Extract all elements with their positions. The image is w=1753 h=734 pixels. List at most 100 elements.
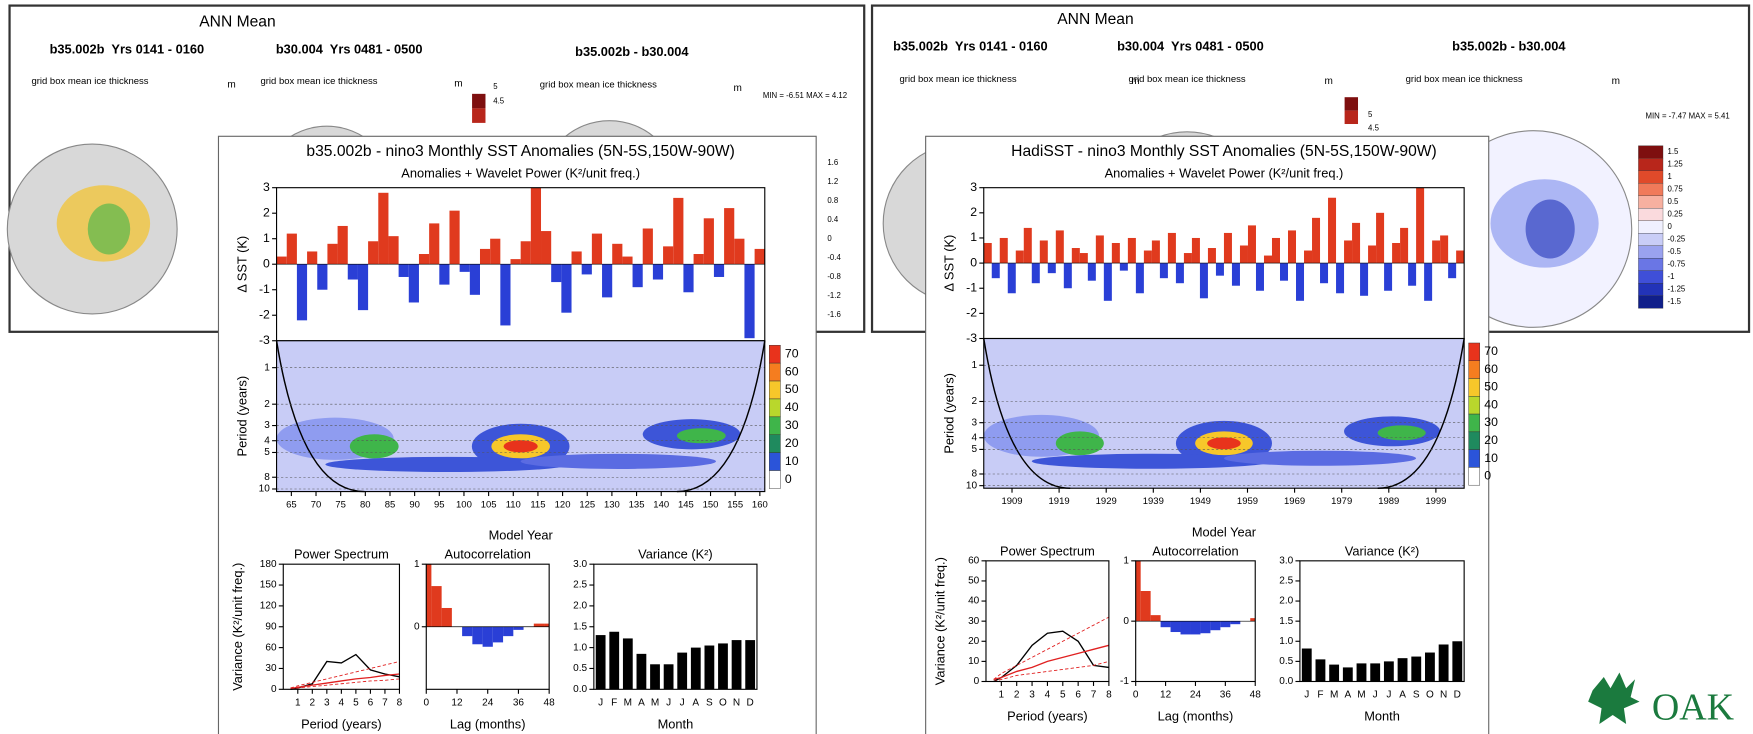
map-header: b30.004 Yrs 0481 - 0500 [276,42,423,57]
autocorrelation-band [1150,615,1161,622]
colorbar-label: 0.25 [1667,210,1683,219]
x-axis-label: Period (years) [1007,709,1088,724]
y-tick-label: 180 [260,559,277,570]
map-label: grid box mean ice thickness [1406,74,1523,85]
map-unit: m [227,80,235,91]
anomaly-bar [1007,263,1016,294]
x-axis-label: Month [1364,709,1400,724]
colorbar-swatch [769,362,781,382]
colorbar-label: 0.75 [1667,185,1683,194]
anomaly-bar [530,187,542,265]
autocorrelation-band [431,586,442,627]
autocorrelation-band [1220,621,1231,628]
colorbar-label: -1.6 [827,310,840,319]
x-tick-label: 2 [310,697,316,708]
variance-bar [1425,652,1435,682]
x-tick-label: 8 [1106,690,1112,701]
autocorrelation-band [1210,621,1221,631]
anomaly-bar [1368,245,1377,264]
anomaly-bar [1055,230,1064,264]
colorbar-label: 10 [1484,451,1498,465]
x-axis-label: Period (years) [301,716,382,731]
y-tick-label: 0.5 [1279,656,1293,667]
anomaly-bar [1103,263,1112,301]
variance-bar [718,643,728,690]
autocorrelation-band [1180,621,1191,635]
x-tick-label: S [1413,690,1420,701]
y-tick-label: 0 [1123,616,1129,627]
anomaly-bar [612,243,623,265]
colorbar-swatch [1638,258,1664,271]
x-tick-label: 140 [653,499,669,510]
colorbar-label: 1.2 [827,177,838,186]
anomaly-bar [1448,263,1457,279]
x-tick-label: 75 [335,499,346,510]
anomaly-bar [1376,212,1385,264]
anomaly-bar [1400,227,1409,264]
y-tick-label: 1.5 [573,621,587,632]
anomaly-bar [663,246,674,265]
x-tick-label: 1 [999,690,1005,701]
y-tick-label: 4 [971,432,977,443]
anomaly-bar [1279,263,1289,281]
anomaly-bar [673,197,684,265]
anomaly-bar [1360,263,1369,296]
x-tick-label: 24 [482,697,494,708]
anomaly-bar [622,256,633,265]
y-tick-label: -2 [259,307,270,321]
anomaly-bar [347,264,358,280]
map-unit: m [1131,76,1139,87]
y-tick-label: 0 [263,256,270,270]
x-tick-label: 3 [1029,690,1035,701]
colorbar-swatch [1638,195,1664,209]
map-header: b35.002b - b30.004 [1452,38,1566,53]
chart-title: b35.002b - nino3 Monthly SST Anomalies (… [306,143,734,160]
anomaly-bar [1151,240,1160,264]
y-tick-label: 3 [264,420,270,431]
anomaly-bar [1159,263,1168,279]
anomaly-bar [357,264,369,311]
y-tick-label: 2 [264,399,270,410]
chart-subtitle: Anomalies + Wavelet Power (K²/unit freq.… [401,166,640,181]
anomaly-bar [1071,248,1080,264]
colorbar-swatch [472,108,486,123]
anomaly-bar [1023,227,1032,264]
anomaly-bar [479,248,491,265]
spectrum-line [290,661,400,689]
autocorrelation-band [1230,621,1241,625]
anomaly-bar [408,264,419,303]
anomaly-bar [1424,263,1433,301]
anomaly-bar [1456,250,1465,264]
anomaly-bar [276,256,287,265]
x-tick-label: 48 [544,697,556,708]
colorbar-label: 50 [1484,380,1498,394]
plot-frame [276,340,766,493]
wavelet-power [1031,453,1272,469]
x-tick-label: 12 [451,697,463,708]
x-tick-label: O [719,697,727,708]
anomaly-bar [652,264,664,280]
x-tick-label: 2 [1014,690,1020,701]
chart-title: Power Spectrum [1000,543,1095,558]
autocorrelation-band [426,564,432,627]
y-axis-label: Δ SST (K) [234,236,249,293]
colorbar-label: 0 [1667,222,1672,231]
anomaly-bar [1127,237,1136,264]
map-title: ANN Mean [199,13,275,30]
colorbar-label: -0.8 [827,272,840,281]
x-tick-label: 0 [1133,690,1139,701]
x-tick-label: 130 [604,499,620,510]
colorbar-label: 1.25 [1667,160,1683,169]
anomaly-bar [693,254,704,265]
anomaly-bar [581,264,592,275]
plot-frame [425,563,550,690]
colorbar-label: 20 [785,436,799,450]
x-tick-label: 80 [360,499,371,510]
anomaly-bar [1271,237,1280,264]
colorbar-label: 0 [785,472,792,486]
x-tick-label: 120 [555,499,571,510]
anomaly-bar [1392,242,1401,264]
x-axis-label: Lag (months) [450,716,526,731]
y-tick-label: 0.5 [573,663,587,674]
colorbar-label: 4.5 [493,97,505,106]
